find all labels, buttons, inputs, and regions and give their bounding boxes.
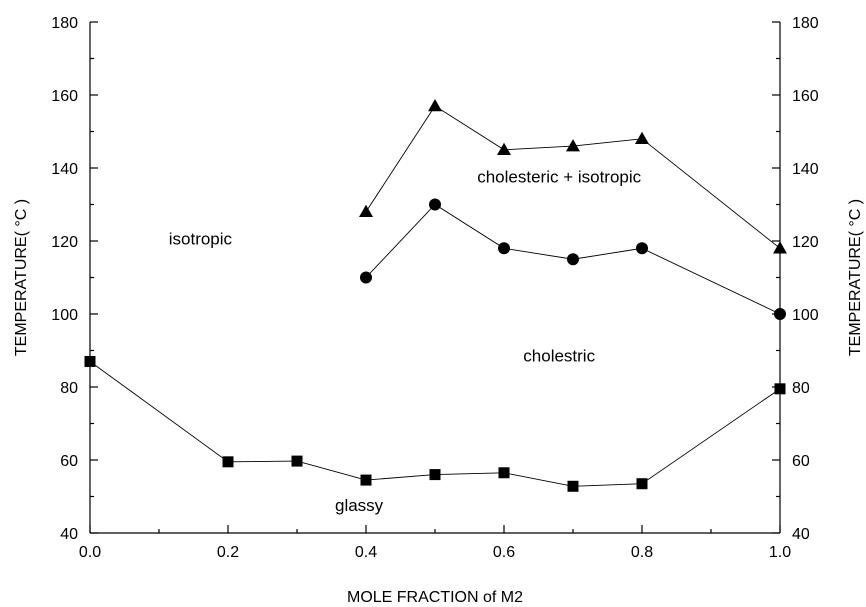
triangle-point <box>359 204 373 218</box>
circle-point <box>360 271 372 284</box>
square-point <box>360 474 372 486</box>
y-tick-label-right: 120 <box>792 234 819 251</box>
circle-point <box>498 242 510 255</box>
y-tick-label-left: 140 <box>51 161 78 178</box>
square-point <box>567 480 579 492</box>
circle-point <box>567 253 579 266</box>
triangle-point <box>497 142 511 155</box>
y-tick-label-right: 100 <box>792 307 819 324</box>
x-tick-label: 0.4 <box>355 544 377 561</box>
y-tick-label-right: 80 <box>792 380 810 397</box>
x-axis-title: MOLE FRACTION of M2 <box>347 589 523 606</box>
region-label: cholesteric + isotropic <box>477 168 641 187</box>
y-tick-label-right: 40 <box>792 526 810 543</box>
x-tick-label: 0.0 <box>79 544 101 561</box>
circle-point <box>636 242 648 255</box>
y-tick-label-left: 60 <box>60 453 78 470</box>
triangle-point <box>566 139 580 152</box>
series-line-triangle <box>365 105 781 249</box>
region-label: cholestric <box>523 346 595 365</box>
triangle-point <box>635 131 649 145</box>
x-tick-label: 0.8 <box>631 544 653 561</box>
circle-point <box>774 308 786 320</box>
triangle-point <box>428 98 442 112</box>
x-tick-label: 1.0 <box>769 544 791 561</box>
triangle-point <box>773 241 787 254</box>
series-group <box>84 98 787 492</box>
y-tick-label-left: 80 <box>60 380 78 397</box>
square-point <box>222 456 234 468</box>
square-point <box>291 455 303 467</box>
square-point <box>636 478 648 490</box>
y-tick-label-right: 180 <box>792 15 819 32</box>
annotations-group: isotropic cholesteric + isotropic cholestr… <box>169 168 642 515</box>
series-line-square <box>89 361 781 487</box>
y-tick-label-left: 40 <box>60 526 78 543</box>
region-label: isotropic <box>169 230 233 249</box>
circle-point <box>429 198 441 211</box>
square-point <box>774 383 786 395</box>
square-point <box>498 467 510 479</box>
y-tick-label-left: 100 <box>51 307 78 324</box>
square-point <box>429 469 441 481</box>
y-tick-label-left: 180 <box>51 15 78 32</box>
y-tick-label-left: 160 <box>51 88 78 105</box>
y-tick-label-right: 160 <box>792 88 819 105</box>
square-point <box>84 355 96 367</box>
y-axis-title-right: TEMPERATURE( °C ) <box>847 199 864 356</box>
y-axis-title-left: TEMPERATURE( °C ) <box>13 199 30 356</box>
series-line-circle <box>365 203 781 315</box>
x-tick-label: 0.6 <box>493 544 515 561</box>
x-tick-label: 0.2 <box>217 544 239 561</box>
region-label: glassy <box>335 496 384 515</box>
y-tick-label-right: 140 <box>792 161 819 178</box>
y-tick-label-left: 120 <box>51 234 78 251</box>
y-tick-label-right: 60 <box>792 453 810 470</box>
